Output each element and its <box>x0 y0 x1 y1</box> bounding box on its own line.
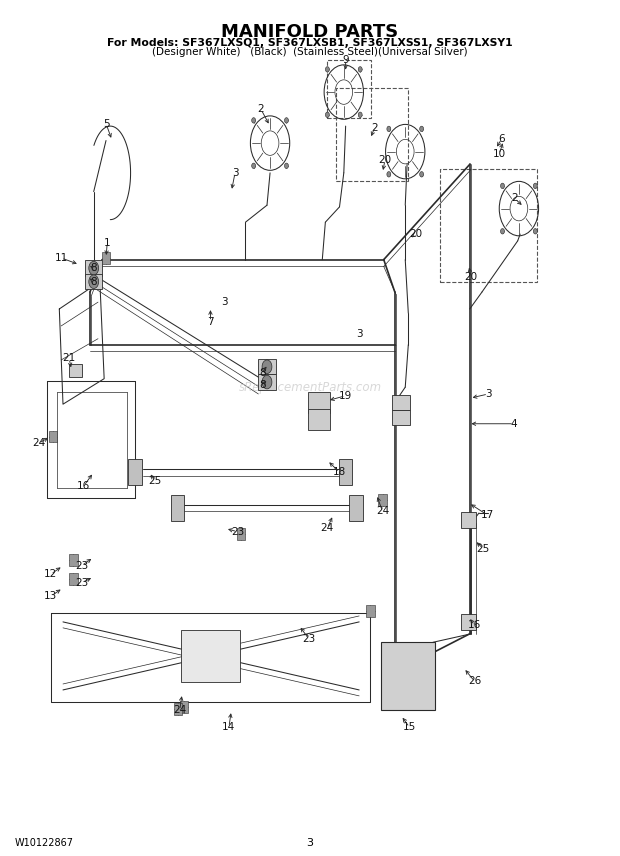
Text: 6: 6 <box>498 134 505 144</box>
Text: 4: 4 <box>511 419 517 429</box>
Text: 23: 23 <box>75 578 88 588</box>
Text: 2: 2 <box>257 104 264 114</box>
Text: 8: 8 <box>91 263 97 273</box>
Circle shape <box>500 229 505 234</box>
Text: (Designer White)   (Black)  (Stainless Steel)(Universal Silver): (Designer White) (Black) (Stainless Stee… <box>152 47 468 57</box>
Text: 24: 24 <box>173 705 187 716</box>
Text: 15: 15 <box>403 722 416 733</box>
Bar <box>336 88 409 181</box>
Text: MANIFOLD PARTS: MANIFOLD PARTS <box>221 23 399 41</box>
Text: sReplacementParts.com: sReplacementParts.com <box>239 381 381 394</box>
Text: 3: 3 <box>306 838 314 848</box>
Text: 21: 21 <box>63 354 76 363</box>
Bar <box>181 629 240 682</box>
Bar <box>180 701 188 713</box>
Circle shape <box>500 183 505 188</box>
Text: 13: 13 <box>44 591 57 602</box>
Text: 16: 16 <box>78 481 91 490</box>
Circle shape <box>358 67 362 72</box>
Text: 5: 5 <box>103 118 109 128</box>
Bar <box>461 512 476 527</box>
Text: 25: 25 <box>149 476 162 485</box>
Bar <box>49 431 58 443</box>
Bar <box>85 260 102 276</box>
Text: 24: 24 <box>376 507 389 516</box>
Bar <box>69 574 78 586</box>
Text: 23: 23 <box>75 561 88 571</box>
Text: W10122867: W10122867 <box>15 838 74 848</box>
Bar <box>174 703 182 715</box>
Bar <box>259 374 276 389</box>
Text: 18: 18 <box>333 467 346 478</box>
Circle shape <box>420 126 423 132</box>
Circle shape <box>89 275 99 288</box>
Text: 20: 20 <box>378 155 391 165</box>
Bar <box>85 274 102 289</box>
Text: 2: 2 <box>512 193 518 204</box>
Text: 24: 24 <box>32 438 45 449</box>
Text: 2: 2 <box>371 122 378 133</box>
Text: 1: 1 <box>104 238 110 247</box>
Bar <box>259 360 276 374</box>
Text: 7: 7 <box>207 317 214 327</box>
Text: 10: 10 <box>493 149 506 159</box>
Bar <box>349 495 363 520</box>
Circle shape <box>285 163 288 169</box>
Circle shape <box>533 183 538 188</box>
Bar <box>339 460 352 485</box>
Bar <box>309 392 330 413</box>
Circle shape <box>262 360 272 373</box>
Bar <box>381 642 435 710</box>
Circle shape <box>387 171 391 177</box>
Bar <box>237 528 246 540</box>
Text: For Models: SF367LXSQ1, SF367LXSB1, SF367LXSS1, SF367LXSY1: For Models: SF367LXSQ1, SF367LXSB1, SF36… <box>107 38 513 48</box>
Text: 25: 25 <box>477 544 490 554</box>
Text: 20: 20 <box>464 271 477 282</box>
Text: 8: 8 <box>91 276 97 287</box>
Bar <box>366 605 374 617</box>
Bar <box>392 395 410 410</box>
Circle shape <box>326 112 329 117</box>
Circle shape <box>262 375 272 389</box>
Circle shape <box>252 163 255 169</box>
Text: 3: 3 <box>485 389 492 399</box>
Text: 19: 19 <box>339 390 352 401</box>
Text: 20: 20 <box>409 229 422 239</box>
Text: 8: 8 <box>259 380 265 390</box>
Bar <box>461 615 476 629</box>
Text: 3: 3 <box>221 297 228 307</box>
Text: 11: 11 <box>55 253 68 263</box>
Text: 24: 24 <box>321 523 334 533</box>
Text: 17: 17 <box>480 509 494 520</box>
Text: 3: 3 <box>356 330 363 340</box>
Circle shape <box>420 171 423 177</box>
Bar <box>69 364 82 377</box>
Circle shape <box>285 117 288 123</box>
Circle shape <box>533 229 538 234</box>
Text: 23: 23 <box>302 634 316 644</box>
Circle shape <box>387 126 391 132</box>
Bar <box>309 409 330 430</box>
Bar <box>327 60 371 117</box>
Bar <box>102 252 110 264</box>
Text: 9: 9 <box>342 55 349 65</box>
Bar <box>69 554 78 566</box>
Circle shape <box>326 67 329 72</box>
Bar <box>392 410 410 425</box>
Text: 14: 14 <box>222 722 236 733</box>
Circle shape <box>89 261 99 275</box>
Bar <box>440 169 538 282</box>
Text: 3: 3 <box>232 168 238 178</box>
Text: 26: 26 <box>468 676 481 687</box>
Bar <box>170 495 184 520</box>
Text: 8: 8 <box>259 368 265 377</box>
Text: 16: 16 <box>468 621 481 630</box>
Text: 12: 12 <box>44 569 57 580</box>
Text: 23: 23 <box>231 526 244 537</box>
Circle shape <box>252 117 255 123</box>
Circle shape <box>358 112 362 117</box>
Bar <box>378 494 387 506</box>
Bar <box>128 460 141 485</box>
